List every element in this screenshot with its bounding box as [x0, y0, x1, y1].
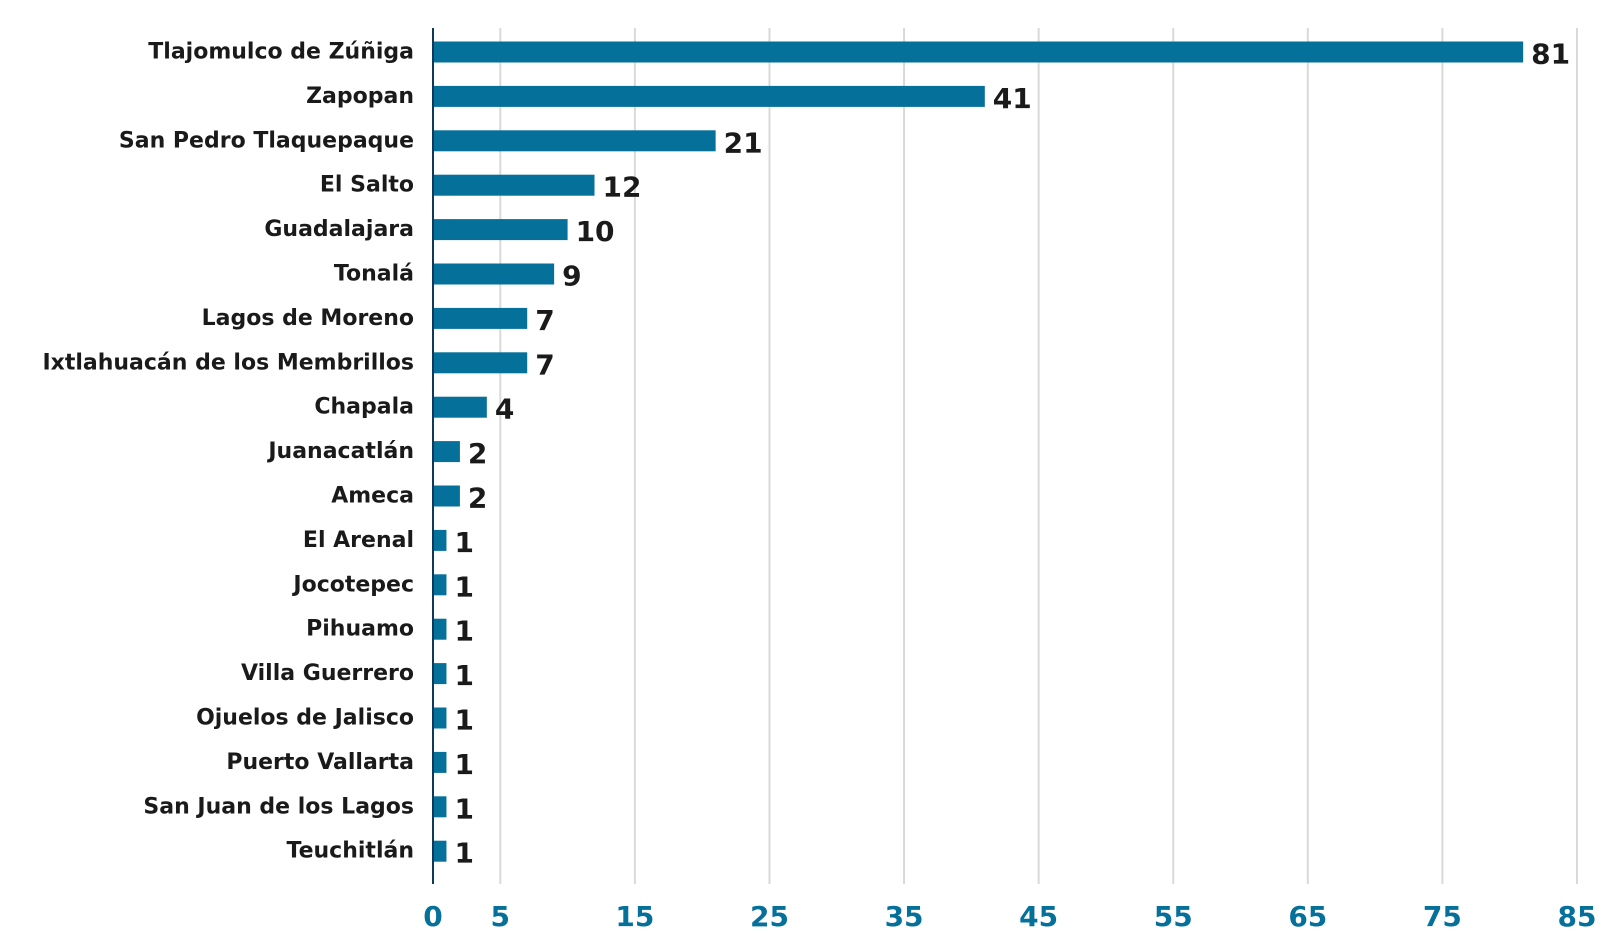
category-label: Zapopan [306, 84, 414, 109]
bar [433, 618, 447, 640]
value-label: 1 [454, 615, 473, 648]
value-label: 41 [993, 82, 1032, 115]
value-label: 2 [468, 437, 487, 470]
category-label: San Pedro Tlaquepaque [119, 128, 414, 153]
bar [433, 441, 460, 463]
category-label: Teuchitlán [287, 839, 414, 864]
value-label: 1 [454, 704, 473, 737]
category-label: San Juan de los Lagos [143, 794, 414, 819]
grid-lines [499, 28, 1578, 884]
x-tick-labels: 0 5 15 25 35 45 55 65 75 85 [423, 900, 1596, 933]
category-label: Chapala [314, 395, 414, 420]
x-tick-label: 65 [1288, 900, 1327, 933]
category-label: Tlajomulco de Zúñiga [148, 40, 414, 65]
bar [433, 529, 447, 551]
x-tick-label: 0 [423, 900, 442, 933]
category-label: Ojuelos de Jalisco [196, 706, 414, 731]
category-label: Villa Guerrero [241, 661, 414, 686]
x-tick-label: 45 [1019, 900, 1058, 933]
value-label: 81 [1531, 38, 1570, 71]
bar [433, 485, 460, 507]
bar [433, 130, 716, 152]
value-label: 21 [724, 126, 763, 159]
bar [433, 707, 447, 729]
x-tick-label: 25 [750, 900, 789, 933]
bar [433, 840, 447, 862]
category-label: El Salto [320, 173, 414, 198]
value-label: 10 [576, 215, 615, 248]
bar [433, 663, 447, 685]
bar [433, 85, 985, 107]
category-label: Lagos de Moreno [202, 306, 414, 331]
value-label: 9 [562, 260, 581, 293]
category-label: Guadalajara [264, 217, 414, 242]
bar [433, 574, 447, 596]
value-label: 1 [454, 659, 473, 692]
value-label: 1 [454, 570, 473, 603]
category-label: Tonalá [334, 262, 414, 287]
bar [433, 796, 447, 818]
bar [433, 352, 528, 374]
x-tick-label: 85 [1558, 900, 1597, 933]
category-label: Puerto Vallarta [226, 750, 414, 775]
value-label: 1 [454, 837, 473, 870]
value-label: 1 [454, 526, 473, 559]
bar [433, 263, 555, 285]
category-label: Ixtlahuacán de los Membrillos [42, 350, 414, 375]
value-label: 1 [454, 748, 473, 781]
category-label: El Arenal [303, 528, 414, 553]
bars [433, 41, 1524, 862]
value-label: 12 [603, 171, 642, 204]
bar [433, 219, 568, 241]
category-labels: Tlajomulco de Zúñiga Zapopan San Pedro Tla… [42, 40, 414, 864]
value-label: 7 [535, 304, 554, 337]
category-label: Ameca [331, 484, 414, 509]
value-label: 1 [454, 792, 473, 825]
x-tick-label: 15 [615, 900, 654, 933]
bar [433, 307, 528, 329]
category-label: Juanacatlán [266, 439, 414, 464]
bar [433, 174, 595, 196]
bar [433, 396, 487, 418]
category-label: Jocotepec [291, 572, 414, 597]
x-tick-label: 5 [491, 900, 510, 933]
category-label: Pihuamo [306, 617, 414, 642]
x-tick-label: 75 [1423, 900, 1462, 933]
value-label: 2 [468, 482, 487, 515]
bar [433, 41, 1524, 63]
value-label: 7 [535, 348, 554, 381]
value-label: 4 [495, 393, 514, 426]
x-tick-label: 55 [1154, 900, 1193, 933]
bar [433, 751, 447, 773]
x-tick-label: 35 [885, 900, 924, 933]
